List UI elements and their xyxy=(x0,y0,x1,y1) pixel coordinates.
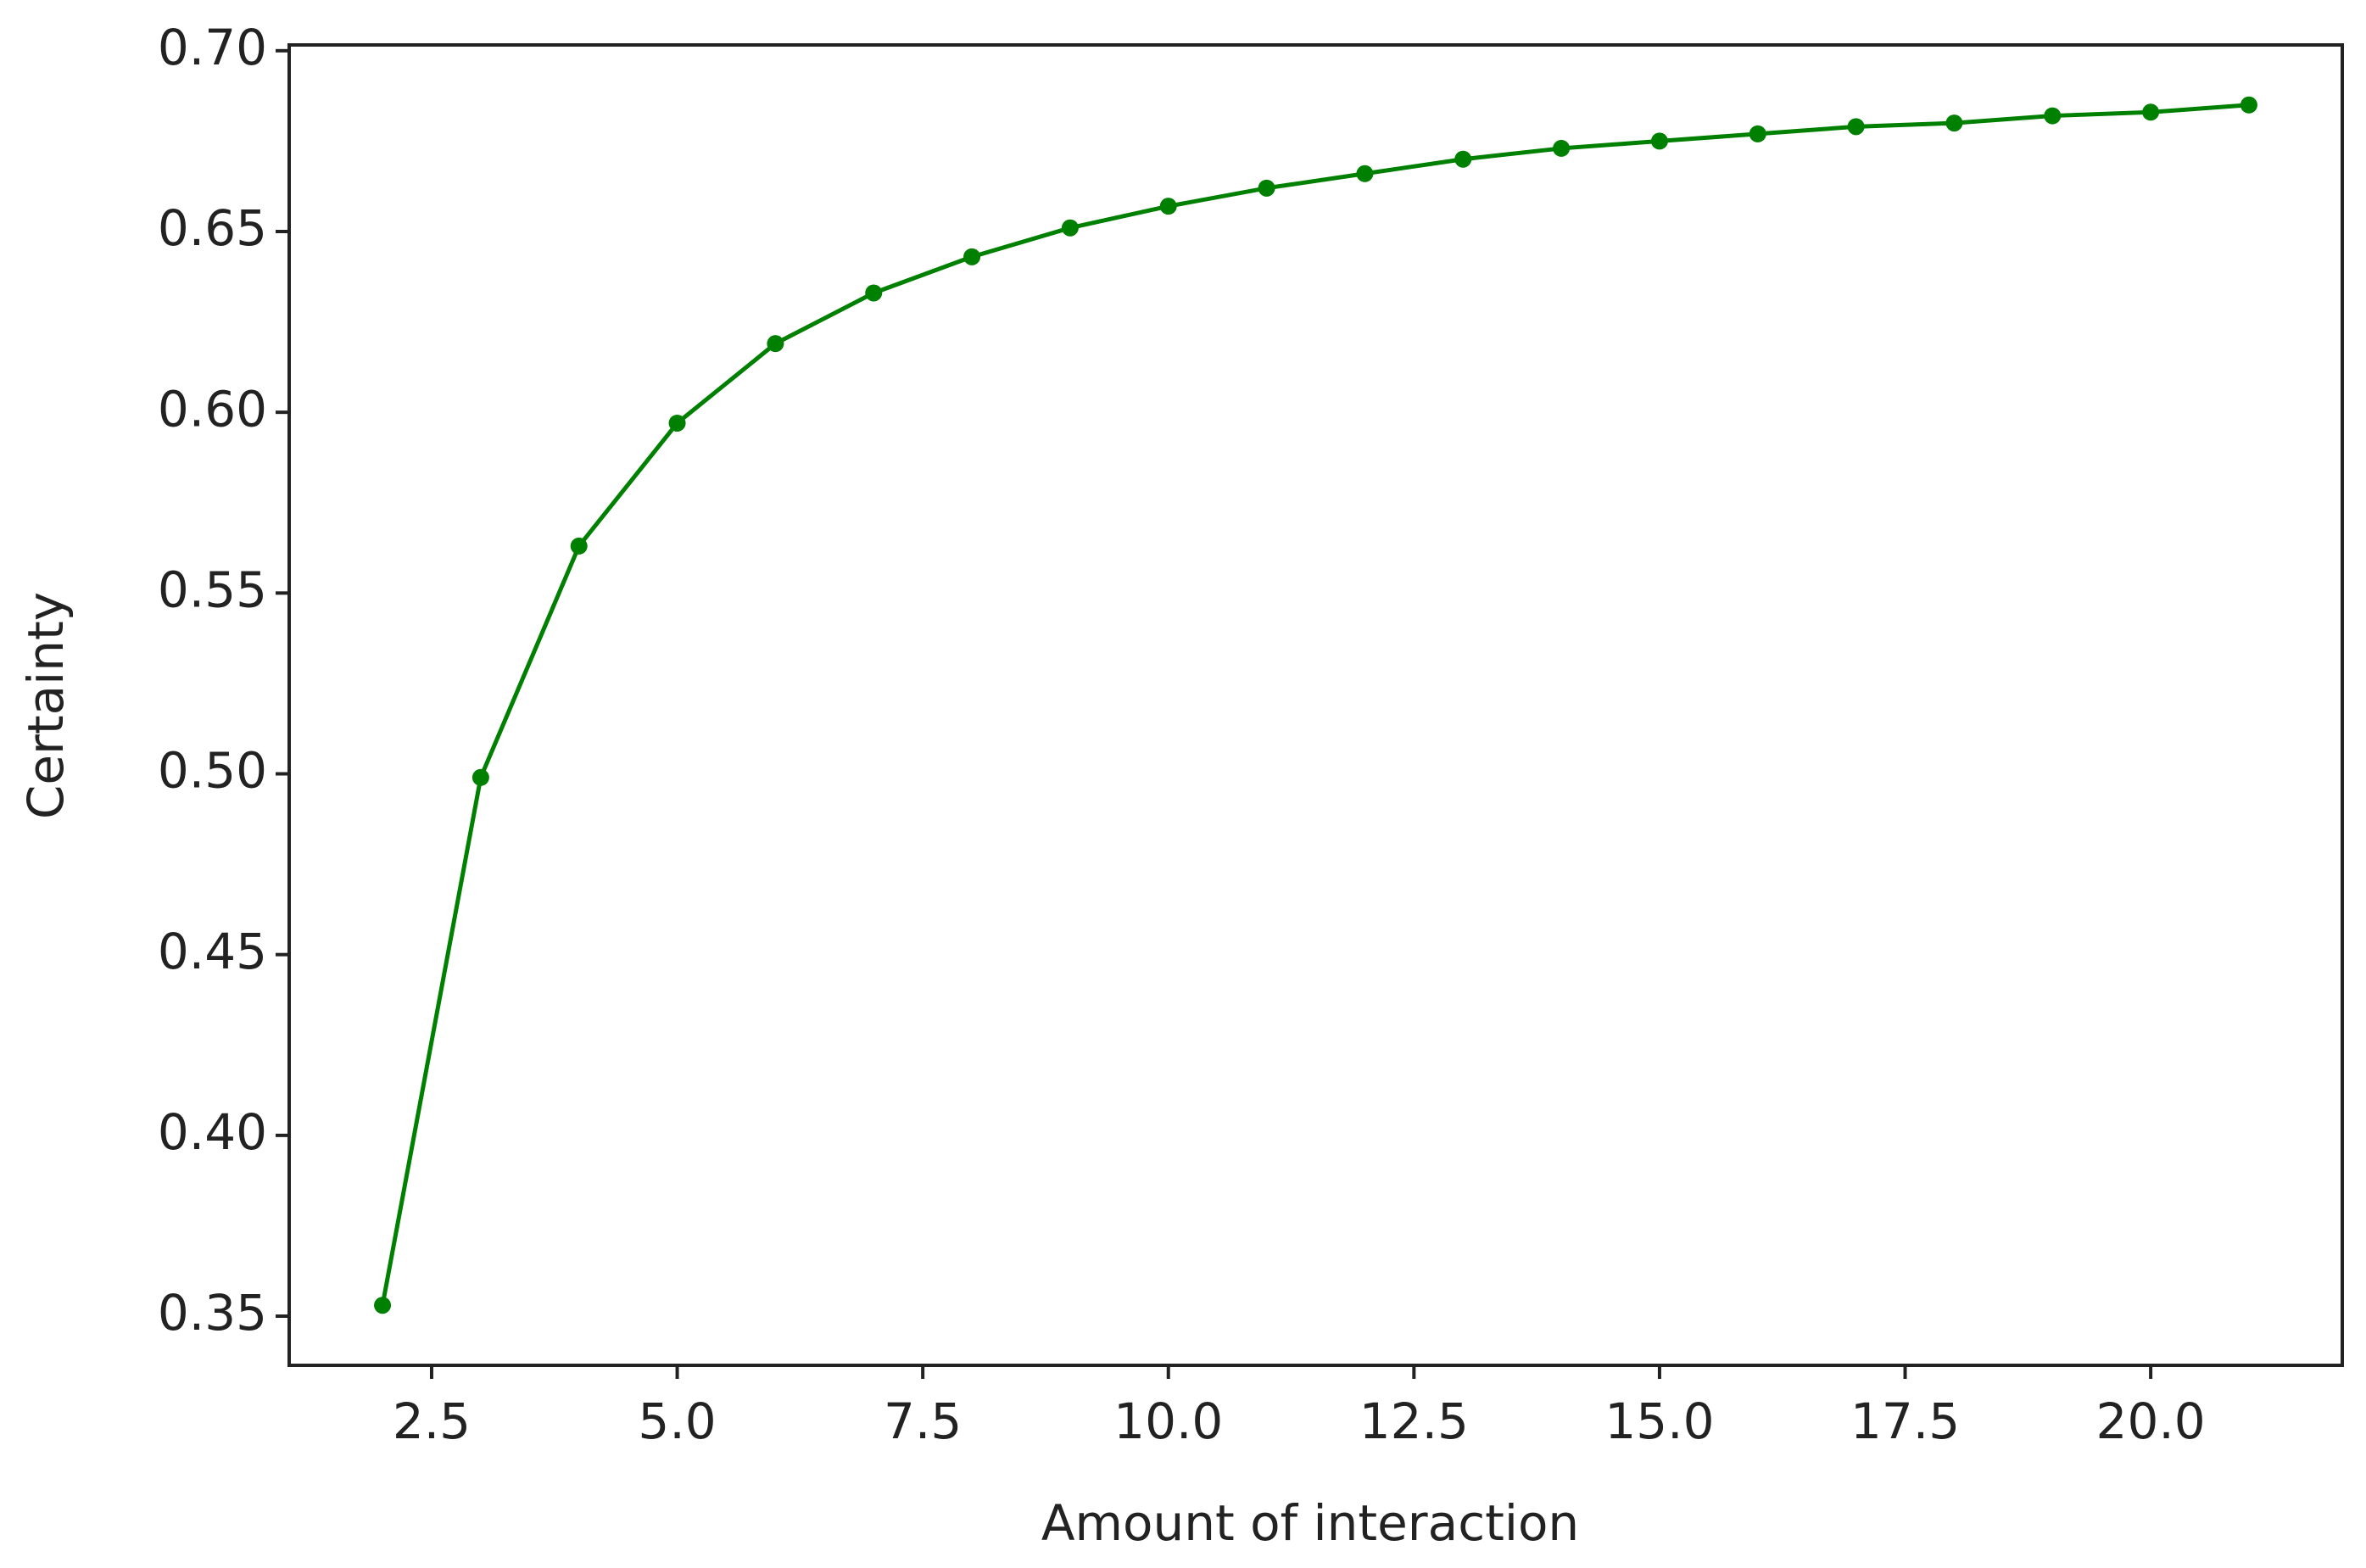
y-axis-label: Certainty xyxy=(17,592,75,819)
x-axis-label: Amount of interaction xyxy=(1041,1494,1579,1552)
data-point xyxy=(963,248,981,265)
data-point xyxy=(767,335,784,353)
plot-frame xyxy=(287,43,2344,1367)
data-point xyxy=(570,537,588,555)
data-point xyxy=(2044,107,2062,125)
data-line xyxy=(380,103,2250,1306)
y-tick-label: 0.50 xyxy=(158,742,267,800)
x-tick-label: 17.5 xyxy=(1850,1392,1960,1450)
data-point xyxy=(1159,198,1177,215)
data-point xyxy=(1356,165,1374,182)
data-point xyxy=(1553,139,1571,157)
data-point xyxy=(1847,118,1865,136)
data-point xyxy=(1650,132,1668,150)
x-tick-label: 7.5 xyxy=(884,1392,962,1450)
data-point xyxy=(2142,103,2160,121)
y-tick-label: 0.40 xyxy=(158,1103,267,1161)
y-tick-label: 0.55 xyxy=(158,561,267,618)
data-point xyxy=(1945,114,1963,132)
y-tick-label: 0.45 xyxy=(158,923,267,980)
y-tick-label: 0.70 xyxy=(158,19,267,76)
data-point xyxy=(472,768,489,786)
y-tick-label: 0.35 xyxy=(158,1284,267,1342)
y-tick-label: 0.65 xyxy=(158,199,267,257)
data-point xyxy=(1454,150,1472,168)
data-point xyxy=(2240,96,2257,114)
data-point xyxy=(865,284,883,302)
data-point xyxy=(668,414,686,432)
x-tick-label: 2.5 xyxy=(393,1392,471,1450)
x-tick-label: 15.0 xyxy=(1604,1392,1714,1450)
data-point xyxy=(1749,125,1766,142)
data-point xyxy=(374,1297,392,1314)
x-tick-label: 20.0 xyxy=(2096,1392,2206,1450)
y-tick-label: 0.60 xyxy=(158,380,267,438)
x-tick-label: 10.0 xyxy=(1113,1392,1223,1450)
data-point xyxy=(1258,179,1275,197)
data-point xyxy=(1061,219,1079,237)
x-tick-label: 5.0 xyxy=(638,1392,716,1450)
x-tick-label: 12.5 xyxy=(1359,1392,1469,1450)
